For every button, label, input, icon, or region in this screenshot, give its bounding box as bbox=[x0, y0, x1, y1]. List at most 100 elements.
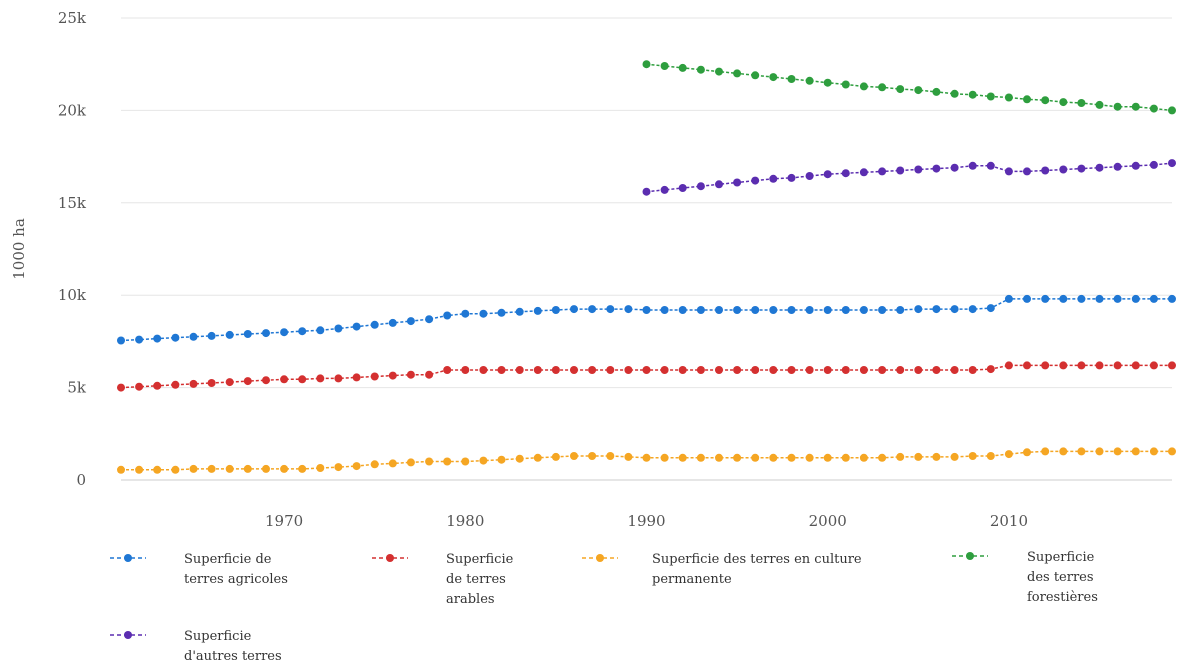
data-point[interactable] bbox=[660, 366, 669, 374]
data-point[interactable] bbox=[896, 85, 905, 94]
data-point[interactable] bbox=[1004, 450, 1013, 459]
data-point[interactable] bbox=[696, 366, 705, 374]
data-point[interactable] bbox=[243, 330, 252, 338]
legend-item[interactable]: Superficie d'autres terres bbox=[110, 629, 282, 664]
data-point[interactable] bbox=[986, 304, 995, 313]
data-point[interactable] bbox=[425, 457, 434, 466]
data-point[interactable] bbox=[968, 305, 977, 314]
data-point[interactable] bbox=[715, 453, 723, 462]
data-point[interactable] bbox=[515, 307, 524, 316]
data-point[interactable] bbox=[914, 165, 923, 174]
data-point[interactable] bbox=[841, 306, 850, 314]
data-point[interactable] bbox=[751, 366, 760, 374]
data-point[interactable] bbox=[570, 452, 578, 460]
data-point[interactable] bbox=[896, 166, 905, 175]
data-point[interactable] bbox=[1113, 162, 1122, 171]
data-point[interactable] bbox=[533, 453, 542, 462]
data-point[interactable] bbox=[968, 366, 977, 374]
data-point[interactable] bbox=[225, 378, 234, 387]
data-point[interactable] bbox=[262, 329, 270, 338]
data-point[interactable] bbox=[896, 452, 905, 461]
data-point[interactable] bbox=[1023, 95, 1031, 104]
data-point[interactable] bbox=[805, 306, 814, 314]
data-point[interactable] bbox=[298, 464, 307, 473]
data-point[interactable] bbox=[1149, 361, 1158, 370]
data-point[interactable] bbox=[461, 366, 470, 374]
data-point[interactable] bbox=[823, 78, 832, 87]
data-point[interactable] bbox=[117, 465, 125, 474]
data-point[interactable] bbox=[388, 318, 397, 327]
data-point[interactable] bbox=[406, 317, 415, 326]
data-point[interactable] bbox=[1113, 447, 1122, 456]
data-point[interactable] bbox=[805, 453, 814, 462]
data-point[interactable] bbox=[968, 452, 977, 460]
data-point[interactable] bbox=[1168, 294, 1176, 303]
data-point[interactable] bbox=[1004, 167, 1013, 176]
data-point[interactable] bbox=[642, 60, 651, 69]
data-point[interactable] bbox=[624, 305, 633, 314]
data-point[interactable] bbox=[787, 75, 796, 83]
data-point[interactable] bbox=[588, 366, 597, 374]
data-point[interactable] bbox=[479, 366, 488, 374]
data-point[interactable] bbox=[1095, 294, 1104, 303]
data-point[interactable] bbox=[570, 305, 578, 314]
data-point[interactable] bbox=[461, 309, 470, 318]
data-point[interactable] bbox=[696, 306, 705, 314]
data-point[interactable] bbox=[1113, 361, 1122, 370]
data-point[interactable] bbox=[1023, 448, 1031, 457]
data-point[interactable] bbox=[388, 459, 397, 468]
data-point[interactable] bbox=[1168, 159, 1176, 168]
data-point[interactable] bbox=[1041, 96, 1050, 105]
data-point[interactable] bbox=[1041, 166, 1050, 175]
data-point[interactable] bbox=[1059, 98, 1068, 107]
data-point[interactable] bbox=[135, 465, 144, 474]
data-point[interactable] bbox=[153, 334, 162, 343]
data-point[interactable] bbox=[914, 452, 923, 461]
data-point[interactable] bbox=[280, 464, 289, 473]
data-point[interactable] bbox=[859, 168, 868, 177]
data-point[interactable] bbox=[932, 305, 941, 314]
data-point[interactable] bbox=[551, 366, 560, 374]
data-point[interactable] bbox=[950, 89, 959, 98]
data-point[interactable] bbox=[968, 161, 977, 170]
data-point[interactable] bbox=[243, 377, 252, 386]
data-point[interactable] bbox=[1059, 447, 1068, 456]
data-point[interactable] bbox=[859, 82, 868, 91]
data-point[interactable] bbox=[841, 366, 850, 374]
data-point[interactable] bbox=[262, 464, 270, 473]
data-point[interactable] bbox=[1004, 93, 1013, 102]
data-point[interactable] bbox=[878, 366, 887, 374]
data-point[interactable] bbox=[733, 69, 742, 78]
data-point[interactable] bbox=[497, 366, 506, 374]
data-point[interactable] bbox=[859, 306, 868, 314]
data-point[interactable] bbox=[1149, 160, 1158, 169]
data-point[interactable] bbox=[1168, 447, 1176, 456]
data-point[interactable] bbox=[171, 465, 180, 474]
data-point[interactable] bbox=[823, 306, 832, 314]
data-point[interactable] bbox=[751, 176, 760, 185]
data-point[interactable] bbox=[1131, 361, 1140, 370]
data-point[interactable] bbox=[823, 170, 832, 179]
data-point[interactable] bbox=[334, 324, 343, 333]
data-point[interactable] bbox=[878, 453, 887, 462]
data-point[interactable] bbox=[660, 62, 669, 70]
data-point[interactable] bbox=[370, 320, 379, 329]
legend-item[interactable]: Superficie de terres arables bbox=[372, 552, 514, 607]
data-point[interactable] bbox=[352, 373, 361, 382]
data-point[interactable] bbox=[1168, 106, 1176, 115]
data-point[interactable] bbox=[515, 366, 524, 374]
data-point[interactable] bbox=[551, 306, 560, 314]
data-point[interactable] bbox=[1095, 361, 1104, 370]
data-point[interactable] bbox=[1004, 361, 1013, 370]
data-point[interactable] bbox=[696, 182, 705, 191]
data-point[interactable] bbox=[388, 371, 397, 380]
data-point[interactable] bbox=[1149, 294, 1158, 303]
data-point[interactable] bbox=[280, 375, 289, 384]
data-point[interactable] bbox=[1059, 294, 1068, 303]
data-point[interactable] bbox=[1131, 294, 1140, 303]
data-point[interactable] bbox=[606, 366, 615, 374]
data-point[interactable] bbox=[262, 376, 270, 385]
data-point[interactable] bbox=[660, 306, 669, 314]
data-point[interactable] bbox=[805, 172, 814, 180]
data-point[interactable] bbox=[878, 306, 887, 314]
